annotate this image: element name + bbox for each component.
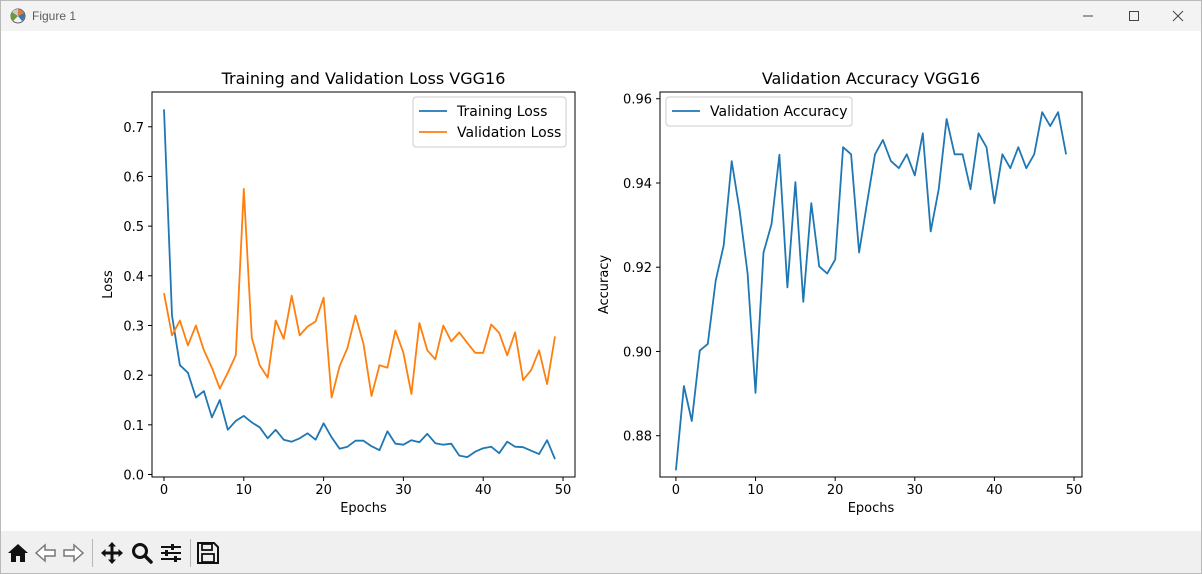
configure-subplots-button[interactable] (158, 540, 184, 566)
y-tick-label: 0.6 (123, 170, 144, 185)
x-tick-label: 10 (236, 483, 253, 498)
pan-move-icon (101, 542, 123, 564)
minimize-icon (1083, 15, 1093, 17)
series-line (163, 187, 556, 399)
series-line (163, 109, 556, 460)
forward-button[interactable] (60, 540, 86, 566)
forward-arrow-icon (63, 543, 85, 563)
x-tick-label: 0 (160, 483, 168, 498)
y-axis-label: Accuracy (597, 255, 612, 315)
subplot-2: 0 10 20 30 40 50 0.88 0.90 0.92 0.94 0.96 Validatio… (597, 69, 1083, 516)
y-tick-label: 0.92 (623, 261, 652, 276)
x-tick-label: 40 (475, 483, 492, 498)
home-icon (8, 544, 28, 562)
close-button[interactable] (1155, 1, 1201, 31)
x-tick-label: 0 (672, 483, 680, 498)
legend: Training Loss Validation Loss (412, 96, 567, 148)
title-bar: Figure 1 (1, 1, 1201, 31)
axes-frame (659, 91, 1083, 478)
series-line (675, 111, 1067, 471)
y-tick-label: 0.88 (623, 430, 652, 445)
x-tick-label: 30 (907, 483, 924, 498)
y-axis-label: Loss (101, 270, 116, 299)
x-tick-label: 50 (1066, 483, 1083, 498)
back-arrow-icon (34, 543, 56, 563)
x-tick-label: 30 (395, 483, 412, 498)
y-tick-label: 0.4 (123, 270, 144, 285)
x-tick-label: 20 (315, 483, 332, 498)
legend-label: Validation Loss (457, 125, 561, 141)
y-tick-label: 0.90 (623, 345, 652, 360)
pan-button[interactable] (99, 540, 125, 566)
subplot-1: 0 10 20 30 40 50 0.0 0.1 0.2 0.3 0.4 0.5 0.6 0.7 Train… (101, 69, 576, 516)
legend-box (665, 96, 853, 127)
zoom-button[interactable] (129, 540, 155, 566)
zoom-magnifier-icon (132, 543, 153, 564)
y-tick-label: 0.1 (123, 419, 144, 434)
home-button[interactable] (5, 540, 31, 566)
navigation-toolbar (1, 531, 1201, 573)
axes-frame (151, 91, 576, 478)
legend-label: Training Loss (456, 104, 547, 120)
y-tick-label: 0.96 (623, 93, 652, 108)
y-tick-label: 0.5 (123, 220, 144, 235)
y-tick-label: 0.94 (623, 177, 652, 192)
figure-svg: 0 10 20 30 40 50 0.0 0.1 0.2 0.3 0.4 0.5 0.6 0.7 Train… (101, 69, 1083, 516)
matplotlib-app-icon (9, 7, 27, 25)
legend-box (412, 96, 567, 148)
save-button[interactable] (195, 540, 221, 566)
y-tick-label: 0.0 (123, 469, 144, 484)
configure-subplots-icon (161, 544, 181, 562)
x-tick-label: 50 (555, 483, 572, 498)
legend-label: Validation Accuracy (710, 104, 848, 120)
window-title: Figure 1 (32, 9, 77, 23)
save-floppy-icon (197, 542, 219, 564)
chart-title: Training and Validation Loss VGG16 (221, 69, 506, 88)
chart-title: Validation Accuracy VGG16 (762, 69, 980, 88)
maximize-button[interactable] (1111, 1, 1157, 31)
y-tick-label: 0.3 (123, 319, 144, 334)
x-tick-label: 20 (827, 483, 844, 498)
toolbar-separator (190, 539, 191, 567)
x-tick-label: 10 (747, 483, 764, 498)
x-axis-label: Epochs (848, 501, 895, 516)
back-button[interactable] (33, 540, 59, 566)
minimize-button[interactable] (1065, 1, 1111, 31)
figure-canvas: 0 10 20 30 40 50 0.0 0.1 0.2 0.3 0.4 0.5 0.6 0.7 Train… (1, 31, 1201, 531)
x-axis-label: Epochs (340, 501, 387, 516)
x-tick-label: 40 (986, 483, 1003, 498)
y-tick-label: 0.2 (123, 369, 144, 384)
toolbar-separator (92, 539, 93, 567)
legend: Validation Accuracy (665, 96, 853, 127)
maximize-icon (1129, 11, 1139, 21)
y-tick-label: 0.7 (123, 121, 144, 136)
close-icon (1172, 10, 1184, 22)
